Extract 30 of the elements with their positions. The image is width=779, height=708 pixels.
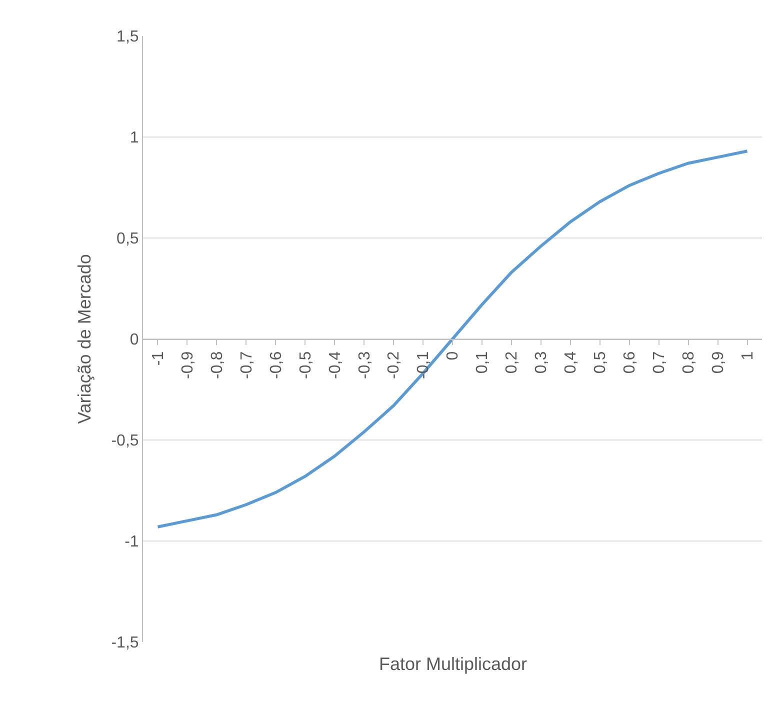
y-tick-label: 1,5	[116, 28, 139, 46]
x-tick-label: 0,9	[710, 351, 727, 374]
x-tick-label: -0,7	[238, 351, 256, 379]
x-tick-label: 0,2	[504, 351, 521, 374]
x-tick-label: -0,3	[356, 351, 374, 379]
y-axis-title: Variação de Mercado	[74, 254, 94, 424]
x-tick-label: -0,1	[415, 351, 432, 379]
x-tick-label: -0,6	[268, 351, 285, 379]
y-tick-label: 0	[130, 332, 139, 349]
y-tick-label: 1	[130, 130, 139, 147]
y-tick-label: -1	[124, 534, 139, 551]
y-tick-label: -1,5	[111, 634, 139, 652]
x-tick-label: -0,8	[208, 351, 226, 379]
y-tick-label: 0,5	[116, 230, 139, 248]
x-tick-label: -1	[150, 351, 167, 366]
x-tick-label: -0,9	[179, 351, 196, 379]
x-tick-label: 0,6	[622, 351, 639, 374]
x-tick-label: -0,5	[297, 351, 314, 379]
x-tick-label: 0,1	[474, 351, 492, 374]
x-axis-title: Fator Multiplicador	[379, 654, 528, 674]
x-tick-label: -0,2	[386, 351, 403, 379]
x-tick-label: 0,8	[680, 351, 698, 374]
x-tick-label: 1	[739, 351, 756, 360]
x-tick-label: -0,4	[326, 351, 344, 379]
y-tick-label: -0,5	[111, 432, 139, 450]
x-tick-label: 0,4	[562, 351, 580, 374]
x-tick-label: 0,7	[651, 351, 668, 374]
x-tick-label: 0,3	[533, 351, 550, 374]
x-tick-label: 0	[444, 351, 462, 360]
x-tick-label: 0,5	[592, 351, 610, 374]
